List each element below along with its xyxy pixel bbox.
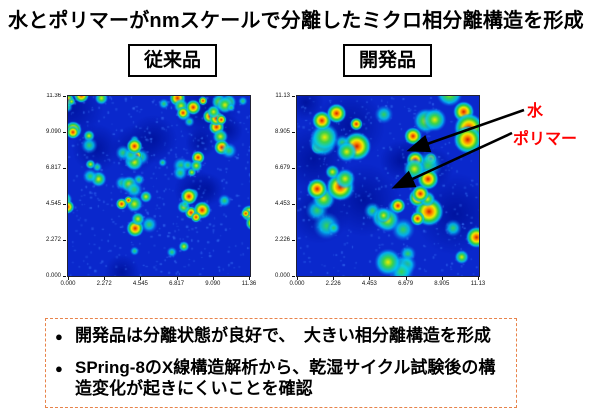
page-title: 水とポリマーがnmスケールで分離したミクロ相分離構造を形成: [8, 10, 584, 32]
y-axis-developed: 11.13 8.905 6.679 4.453 2.226 0.000: [268, 93, 295, 279]
x-axis-developed: 0.000 2.226 4.453 6.679 8.905 11.13: [289, 277, 485, 291]
label-developed-product: 開発品: [343, 44, 432, 77]
note-line-1: ● 開発品は分離状態が良好で、 大きい相分離構造を形成: [55, 326, 507, 347]
bullet-icon: ●: [55, 329, 63, 344]
annotation-water-label: 水: [527, 103, 544, 120]
heatmap-canvas-developed: [296, 95, 480, 277]
heatmap-canvas-conventional: [67, 95, 251, 277]
notes-box: ● 開発品は分離状態が良好で、 大きい相分離構造を形成 ● SPring-8のX…: [45, 318, 517, 408]
y-axis-conventional: 11.36 9.090 6.817 4.545 2.272 0.000: [39, 93, 66, 279]
annotation-polymer-label: ポリマー: [513, 131, 578, 148]
heatmap-conventional: 11.36 9.090 6.817 4.545 2.272 0.000 0.000 2.27…: [46, 93, 256, 287]
note-line-2: ● SPring-8のX線構造解析から、乾湿サイクル試験後の構造変化が起きにくい…: [55, 358, 507, 399]
note-text-1: 開発品は分離状態が良好で、 大きい相分離構造を形成: [75, 326, 491, 345]
label-conventional-product: 従来品: [128, 44, 217, 77]
x-axis-conventional: 0.000 2.272 4.545 6.817 9.090 11.36: [60, 277, 256, 291]
bullet-icon: ●: [55, 361, 63, 376]
note-text-2: SPring-8のX線構造解析から、乾湿サイクル試験後の構造変化が起きにくいこと…: [75, 358, 496, 398]
heatmap-developed: 11.13 8.905 6.679 4.453 2.226 0.000 0.000 2.22…: [275, 93, 485, 287]
